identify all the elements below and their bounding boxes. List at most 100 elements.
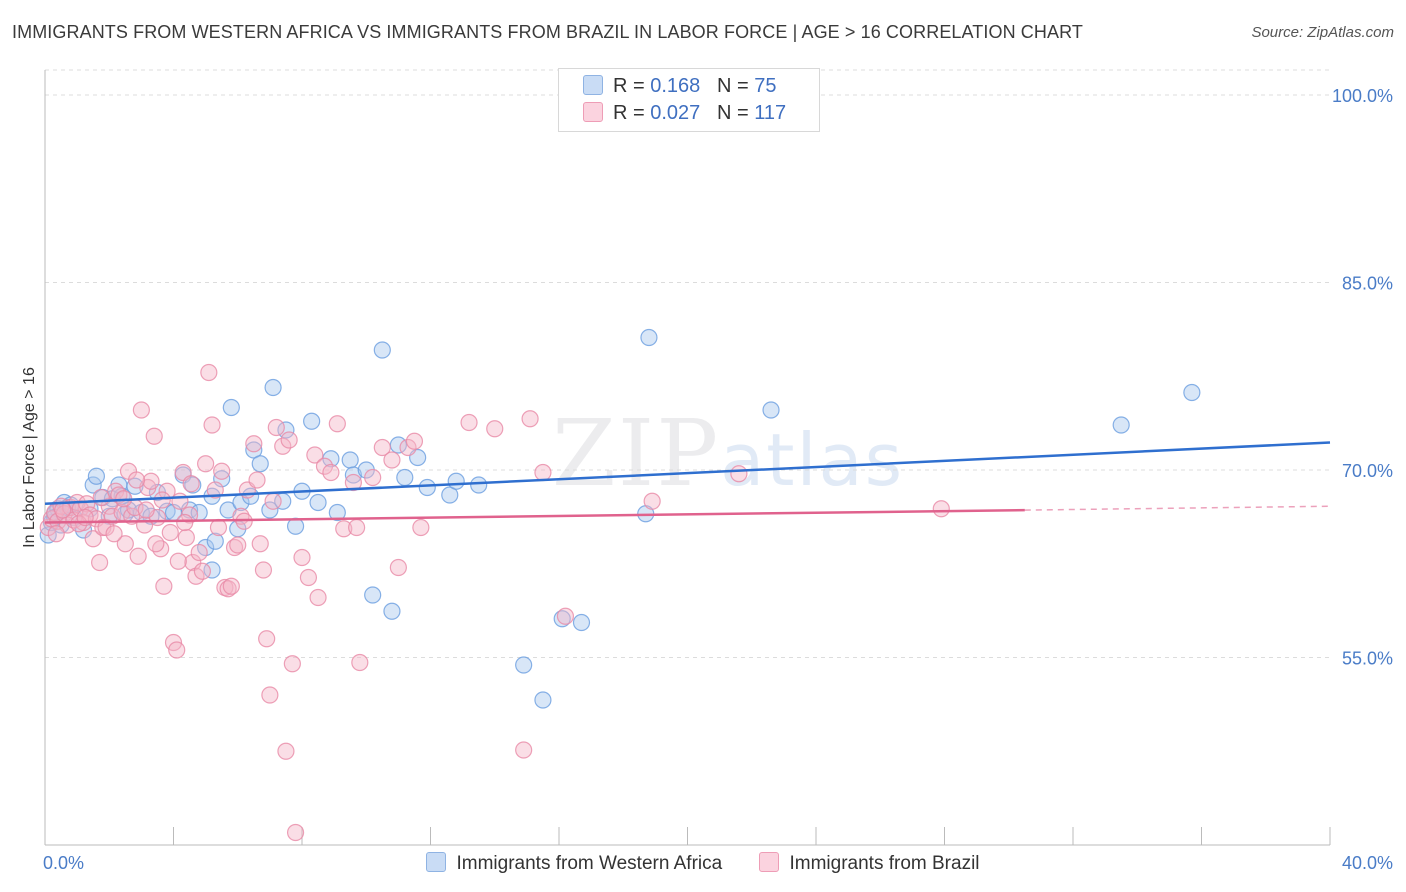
point-brazil (264, 492, 282, 510)
series-swatch-blue (426, 852, 447, 872)
point-brazil (322, 463, 340, 482)
point-brazil (534, 463, 552, 482)
source-credit: Source: ZipAtlas.com (1251, 24, 1394, 41)
point-western-africa (762, 401, 780, 419)
point-brazil (153, 491, 171, 509)
point-brazil (261, 686, 279, 704)
axis-labels: 100.0% 85.0% 70.0% 55.0% 0.0% 40.0% In Labor F… (21, 86, 1393, 873)
trend-lines (44, 441, 1331, 524)
point-brazil (412, 518, 430, 537)
point-brazil (168, 641, 186, 659)
point-brazil (348, 518, 366, 537)
point-western-africa (534, 691, 552, 709)
point-brazil (158, 482, 176, 500)
legend-r-label: R = (613, 75, 651, 97)
point-western-africa (364, 586, 382, 604)
point-brazil (309, 588, 327, 607)
point-brazil (147, 535, 165, 553)
point-brazil (315, 457, 334, 475)
y-tick-label: 85.0% (1342, 274, 1393, 294)
point-brazil (105, 525, 123, 543)
point-brazil (267, 418, 285, 437)
legend-n-value: 75 (754, 75, 777, 97)
stats-legend: R = 0.168 N = 75 R = 0.027 N = 117 (558, 68, 820, 132)
y-tick-label: 70.0% (1342, 461, 1393, 481)
point-brazil (184, 553, 202, 572)
point-brazil (277, 742, 295, 760)
point-brazil (258, 630, 276, 648)
series-legend-brazil: Immigrants from Brazil (759, 852, 980, 875)
y-tick-label: 100.0% (1332, 86, 1393, 106)
x-tick-label-min: 0.0% (43, 853, 84, 873)
point-brazil (219, 580, 237, 598)
legend-n-label: N = (716, 102, 755, 124)
point-brazil (103, 507, 122, 525)
point-brazil (306, 446, 324, 464)
watermark-zip: ZIP (552, 400, 721, 507)
trend-line-brazil-extension (1024, 505, 1331, 511)
point-brazil (182, 475, 200, 493)
point-brazil (254, 561, 273, 579)
point-brazil (328, 415, 346, 433)
point-brazil (730, 465, 748, 483)
y-tick-label: 55.0% (1342, 649, 1393, 669)
point-brazil (373, 438, 391, 457)
point-brazil (84, 530, 102, 548)
point-western-africa (470, 476, 488, 494)
point-brazil (521, 410, 539, 428)
point-western-africa (396, 468, 414, 487)
point-brazil (222, 577, 240, 595)
point-brazil (364, 468, 382, 487)
point-brazil (405, 432, 424, 450)
point-brazil (344, 473, 362, 492)
point-brazil (132, 401, 150, 419)
point-brazil (78, 495, 96, 513)
point-western-africa (572, 613, 591, 632)
point-western-africa (553, 610, 571, 628)
point-western-africa (309, 493, 327, 512)
point-brazil (137, 501, 155, 519)
point-brazil (460, 413, 478, 432)
legend-swatch-pink (583, 102, 603, 122)
point-western-africa (1112, 416, 1130, 434)
point-brazil (515, 741, 533, 759)
point-brazil (169, 552, 187, 570)
point-brazil (116, 535, 134, 553)
point-brazil (145, 427, 163, 445)
point-brazil (92, 488, 110, 507)
legend-swatch-blue (583, 75, 603, 95)
point-western-africa (640, 328, 658, 347)
series-name-brazil: Immigrants from Brazil (789, 853, 980, 874)
point-brazil (399, 438, 417, 457)
point-western-africa (84, 476, 102, 494)
point-brazil (200, 363, 218, 382)
point-brazil (203, 416, 221, 434)
point-brazil (248, 471, 266, 489)
point-brazil (213, 462, 231, 480)
point-brazil (171, 492, 189, 510)
chart-title: IMMIGRANTS FROM WESTERN AFRICA VS IMMIGR… (12, 22, 1083, 42)
y-axis-title: In Labor Force | Age > 16 (21, 367, 38, 548)
data-points (39, 328, 1201, 842)
point-western-africa (277, 421, 295, 439)
gridlines (45, 69, 1330, 658)
point-brazil (286, 823, 305, 842)
point-western-africa (515, 656, 533, 674)
point-brazil (193, 562, 212, 580)
point-brazil (335, 520, 353, 538)
point-western-africa (87, 467, 106, 485)
point-brazil (152, 540, 170, 558)
point-brazil (206, 481, 224, 499)
legend-r-value: 0.027 (650, 102, 701, 124)
point-brazil (129, 547, 147, 565)
point-western-africa (206, 532, 224, 550)
legend-row-western-africa: R = 0.168 N = 75 (583, 75, 776, 98)
axes (44, 70, 1331, 846)
point-western-africa (328, 503, 346, 522)
point-western-africa (1183, 383, 1201, 402)
point-brazil (197, 455, 215, 473)
point-western-africa (245, 441, 263, 459)
series-legend-western-africa: Immigrants from Western Africa (426, 852, 722, 875)
point-western-africa (158, 502, 176, 520)
